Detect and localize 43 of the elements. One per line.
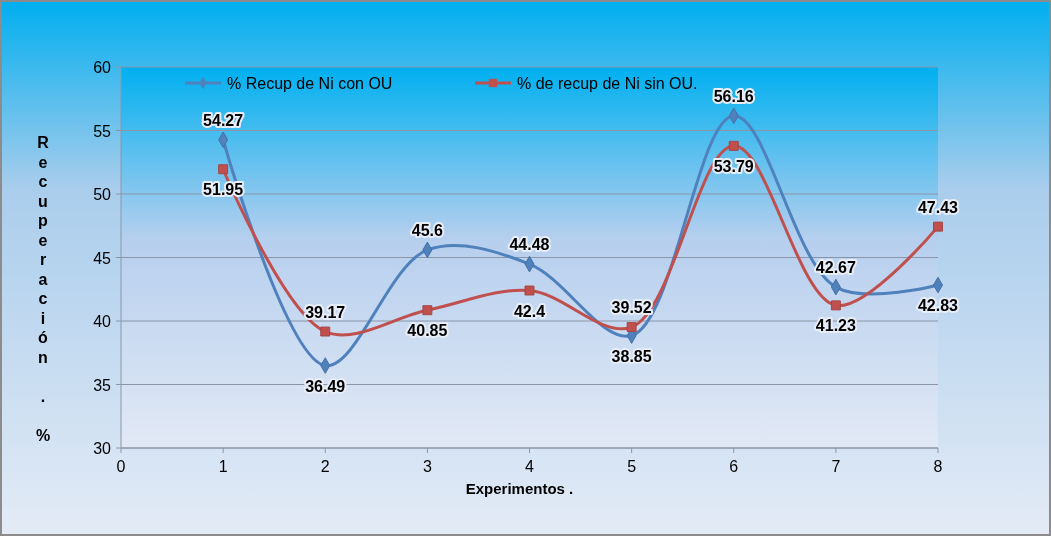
data-label: 42.4 xyxy=(513,302,546,320)
x-tick-label: 5 xyxy=(627,458,637,475)
legend-label: % de recup de Ni sin OU. xyxy=(517,75,698,92)
point xyxy=(320,326,331,337)
data-label: 36.49 xyxy=(305,377,346,395)
point xyxy=(422,305,433,316)
x-tick-label: 8 xyxy=(933,458,943,475)
x-tick-label: 4 xyxy=(525,458,535,475)
data-label: 39.52 xyxy=(611,299,652,317)
point xyxy=(830,300,841,311)
data-label: 42.67 xyxy=(815,259,856,277)
x-tick-label: 6 xyxy=(729,458,739,475)
legend-label: % Recup de Ni con OU xyxy=(227,75,393,92)
point xyxy=(933,221,943,232)
data-label: 41.23 xyxy=(815,317,856,335)
data-label: 44.48 xyxy=(509,236,550,254)
x-tick-label: 7 xyxy=(831,458,841,475)
x-tick-label: 3 xyxy=(422,458,432,475)
point xyxy=(626,322,637,333)
data-label: 39.17 xyxy=(305,303,346,321)
data-label: 38.85 xyxy=(611,347,652,365)
y-tick-label: 40 xyxy=(93,313,112,330)
point xyxy=(524,285,535,296)
text: Recuperación . % xyxy=(35,134,51,444)
data-label: 45.6 xyxy=(411,221,444,239)
x-tick-label: 1 xyxy=(218,458,228,475)
y-tick-label: 60 xyxy=(93,59,112,76)
y-tick-label: 35 xyxy=(93,376,112,394)
y-tick-label: 45 xyxy=(93,249,112,267)
data-label: 53.79 xyxy=(713,157,754,175)
y-tick-label: 50 xyxy=(93,186,112,203)
x-tick-label: 2 xyxy=(320,458,330,475)
x-tick-label: 0 xyxy=(116,458,126,475)
data-label: 47.43 xyxy=(917,198,959,216)
y-tick-label: 30 xyxy=(93,440,112,457)
point xyxy=(728,140,739,151)
x-axis-title: Experimentos . xyxy=(465,480,574,497)
data-label: 42.83 xyxy=(917,297,959,315)
data-label: 54.27 xyxy=(203,111,244,129)
y-tick-label: 55 xyxy=(93,122,112,140)
data-label: 40.85 xyxy=(407,322,448,340)
data-label: 56.16 xyxy=(713,87,754,105)
point xyxy=(218,164,229,175)
